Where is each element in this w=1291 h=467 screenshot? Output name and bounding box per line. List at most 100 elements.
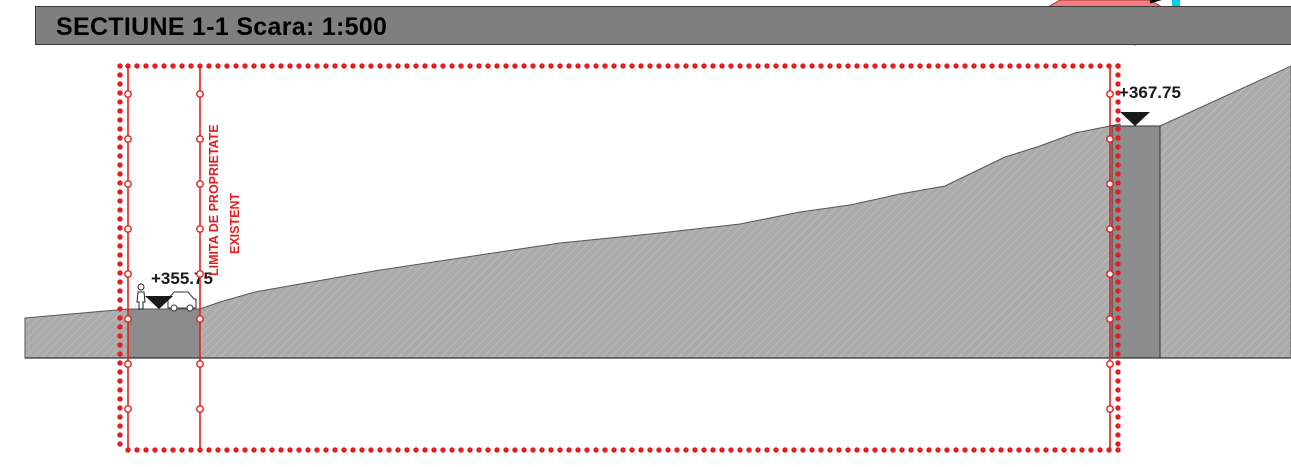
boundary-dot — [314, 447, 319, 452]
boundary-dot — [962, 447, 967, 452]
boundary-dot — [117, 126, 122, 131]
boundary-dot — [170, 63, 175, 68]
boundary-dot — [611, 63, 616, 68]
property-limit-line2: EXISTENT — [228, 193, 242, 254]
boundary-dot — [1061, 63, 1066, 68]
boundary-dot — [117, 153, 122, 158]
boundary-dot — [117, 360, 122, 365]
boundary-dot — [467, 63, 472, 68]
boundary-dot — [117, 414, 122, 419]
boundary-dot — [1115, 81, 1120, 86]
boundary-dot — [305, 63, 310, 68]
line-ring-marker — [1107, 271, 1113, 277]
boundary-dot — [1115, 171, 1120, 176]
boundary-dot — [1115, 180, 1120, 185]
boundary-dot — [593, 447, 598, 452]
boundary-dot — [494, 447, 499, 452]
boundary-dot — [188, 63, 193, 68]
boundary-dot — [1115, 108, 1120, 113]
boundary-dot — [539, 447, 544, 452]
boundary-dot — [647, 447, 652, 452]
boundary-dot — [1070, 447, 1075, 452]
boundary-dot — [674, 63, 679, 68]
boundary-dot — [908, 447, 913, 452]
boundary-dot — [1106, 63, 1111, 68]
boundary-dot — [1115, 396, 1120, 401]
boundary-dot — [755, 63, 760, 68]
boundary-dot — [683, 63, 688, 68]
boundary-dot — [117, 81, 122, 86]
boundary-dot — [117, 387, 122, 392]
boundary-dot — [908, 63, 913, 68]
boundary-dot — [117, 405, 122, 410]
boundary-dot — [728, 447, 733, 452]
boundary-dot — [692, 63, 697, 68]
boundary-dot — [449, 447, 454, 452]
boundary-dot — [1115, 387, 1120, 392]
boundary-dot — [584, 447, 589, 452]
boundary-dot — [117, 189, 122, 194]
property-limit-line1: LIMITA DE PROPRIETATE — [207, 124, 221, 276]
boundary-dot — [881, 63, 886, 68]
boundary-dot — [1115, 162, 1120, 167]
boundary-dot — [1115, 153, 1120, 158]
boundary-dot — [728, 63, 733, 68]
boundary-dot — [368, 63, 373, 68]
boundary-dot — [638, 447, 643, 452]
boundary-dot — [872, 63, 877, 68]
boundary-dot — [899, 63, 904, 68]
boundary-dot — [1052, 447, 1057, 452]
boundary-dot — [872, 447, 877, 452]
line-ring-marker — [1107, 361, 1113, 367]
boundary-dot — [1115, 279, 1120, 284]
boundary-dot — [1016, 447, 1021, 452]
boundary-dot — [665, 447, 670, 452]
boundary-dot — [1016, 63, 1021, 68]
boundary-dot — [1115, 306, 1120, 311]
boundary-dot — [1106, 447, 1111, 452]
boundary-dot — [287, 63, 292, 68]
boundary-dot — [152, 63, 157, 68]
boundary-dot — [117, 117, 122, 122]
boundary-dot — [971, 63, 976, 68]
boundary-dot — [117, 72, 122, 77]
boundary-dot — [1115, 423, 1120, 428]
property-limit-label: LIMITA DE PROPRIETATE EXISTENT — [207, 124, 242, 276]
boundary-dot — [458, 63, 463, 68]
boundary-dot — [1115, 72, 1120, 77]
boundary-dot — [791, 447, 796, 452]
boundary-dot — [773, 447, 778, 452]
boundary-dot — [1115, 288, 1120, 293]
boundary-dot — [117, 423, 122, 428]
line-ring-marker — [1107, 316, 1113, 322]
boundary-dot — [449, 63, 454, 68]
boundary-dot — [980, 63, 985, 68]
boundary-dot — [206, 447, 211, 452]
boundary-dot — [117, 225, 122, 230]
boundary-dot — [1115, 441, 1120, 446]
boundary-dot — [953, 447, 958, 452]
boundary-dot — [548, 63, 553, 68]
boundary-dot — [521, 63, 526, 68]
boundary-dot — [117, 261, 122, 266]
boundary-dot — [782, 63, 787, 68]
boundary-dot — [224, 63, 229, 68]
line-ring-marker — [125, 406, 131, 412]
line-ring-marker — [197, 91, 203, 97]
boundary-dot — [117, 99, 122, 104]
boundary-dot — [656, 63, 661, 68]
boundary-dot — [117, 378, 122, 383]
boundary-dot — [117, 315, 122, 320]
boundary-dot — [117, 135, 122, 140]
boundary-dot — [692, 447, 697, 452]
boundary-dot — [737, 63, 742, 68]
boundary-dot — [746, 447, 751, 452]
boundary-dot — [1115, 315, 1120, 320]
boundary-dot — [1052, 63, 1057, 68]
boundary-dot — [117, 270, 122, 275]
line-ring-marker — [197, 406, 203, 412]
boundary-dot — [269, 447, 274, 452]
boundary-dot — [1115, 63, 1120, 68]
boundary-dot — [314, 63, 319, 68]
line-ring-marker — [1107, 181, 1113, 187]
